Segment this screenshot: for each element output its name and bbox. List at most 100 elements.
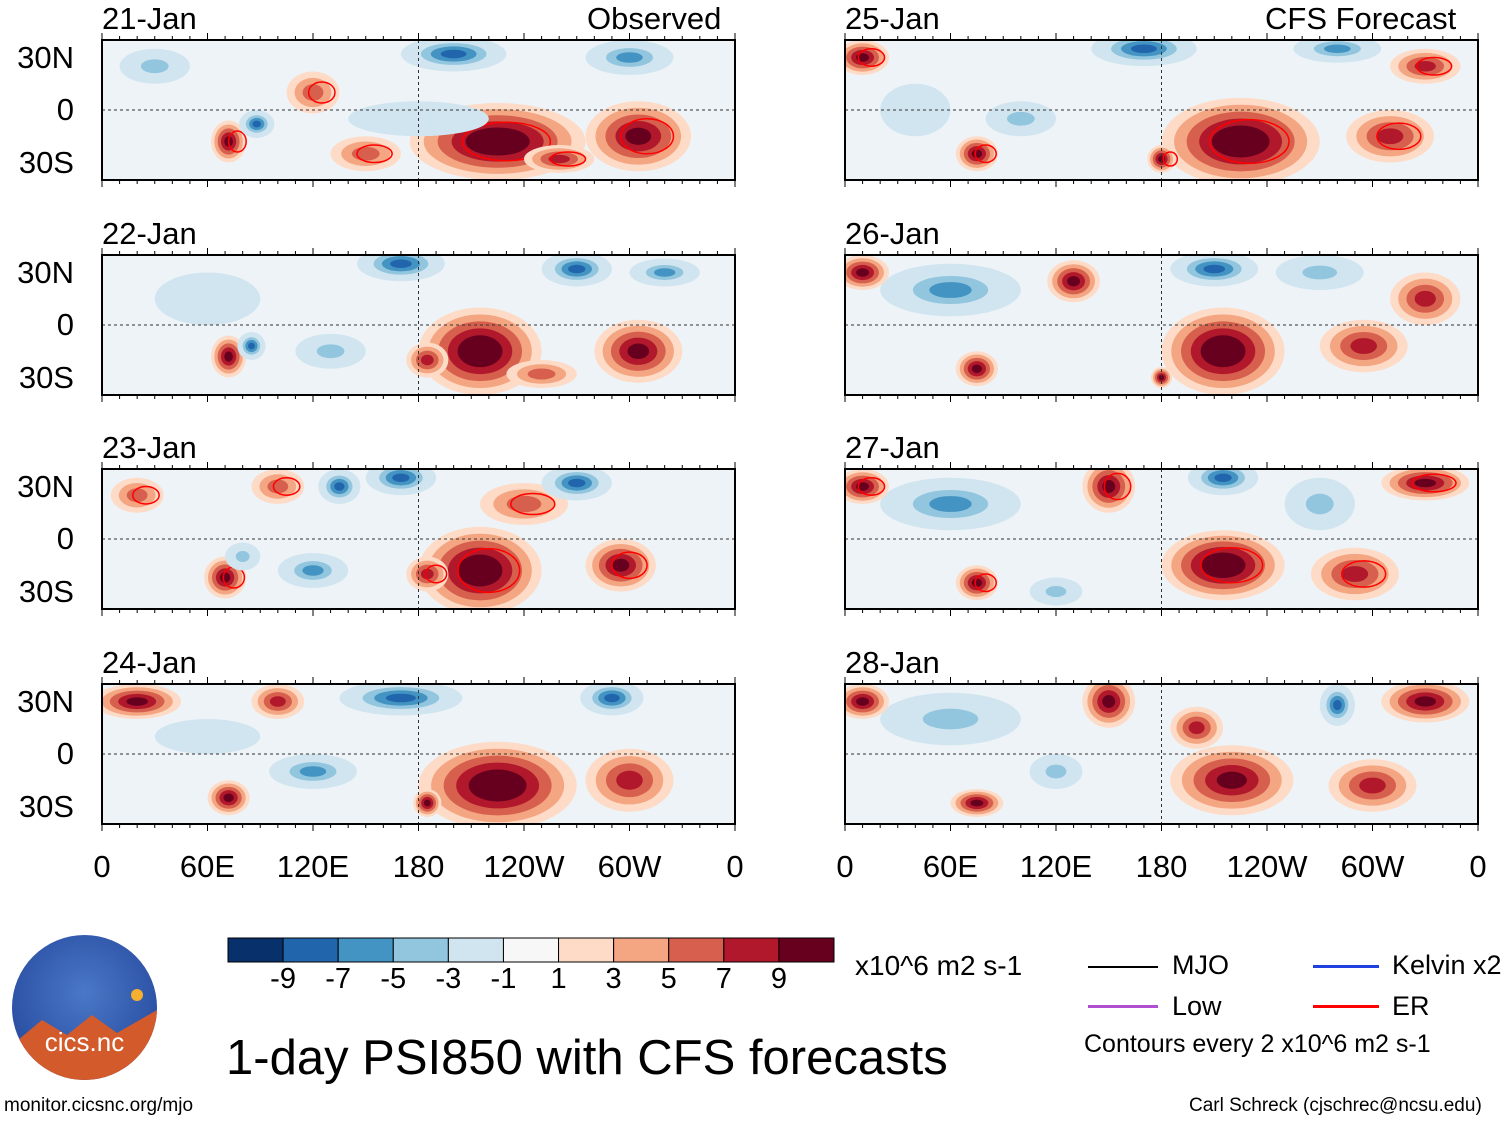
anomaly-contour (1188, 721, 1205, 735)
source-url[interactable]: monitor.cicsnc.org/mjo (4, 1095, 194, 1116)
panel-date: 26-Jan (845, 216, 940, 251)
lon-label: 120E (1019, 849, 1093, 884)
anomaly-contour (269, 696, 286, 707)
anomaly-contour (177, 726, 238, 747)
panel-date: 24-Jan (102, 645, 197, 680)
anomaly-contour (267, 479, 289, 494)
anomaly-contour (654, 268, 676, 277)
lon-label: 120W (1226, 849, 1308, 884)
er-contour (457, 547, 521, 594)
colorbar-label: -5 (380, 963, 407, 995)
lat-label: 30S (18, 788, 74, 824)
colorbar-swatch (227, 937, 284, 963)
anomaly-contour (1216, 771, 1247, 789)
anomaly-contour (971, 578, 983, 588)
anomaly-contour (1341, 566, 1369, 582)
map-panel (101, 677, 736, 831)
anomaly-contour (1414, 696, 1437, 707)
anomaly-contour (616, 52, 643, 63)
lat-label: 30N (17, 254, 74, 290)
lon-label: 60W (597, 849, 662, 884)
legend-er: ER (1392, 991, 1430, 1021)
er-contour (461, 121, 552, 162)
contour-note: Contours every 2 x10^6 m2 s-1 (1084, 1030, 1431, 1058)
anomaly-contour (1045, 585, 1067, 598)
anomaly-contour (1006, 111, 1035, 126)
er-contour (619, 118, 675, 155)
lon-label: 60W (1340, 849, 1405, 884)
anomaly-contour (140, 59, 169, 74)
map-panel (844, 248, 1479, 402)
credit: Carl Schreck (cjschrec@ncsu.edu) (1189, 1095, 1482, 1116)
er-contour (1200, 547, 1264, 584)
map-panel (844, 33, 1479, 187)
colorbar-swatch (778, 937, 835, 963)
anomaly-contour (625, 127, 652, 145)
legend-low: Low (1172, 991, 1222, 1021)
colorbar-label: 7 (715, 963, 732, 995)
anomaly-contour (177, 283, 238, 314)
legend-kelvin: Kelvin x2 (1392, 950, 1502, 980)
er-contour (611, 551, 648, 580)
er-contour (424, 564, 448, 584)
colorbar-swatch (447, 937, 504, 963)
anomaly-contour (224, 351, 233, 362)
anomaly-contour (316, 344, 345, 359)
anomaly-contour (1414, 290, 1436, 307)
panel-date: 23-Jan (102, 430, 197, 465)
panel-date: 27-Jan (845, 430, 940, 465)
lat-label: 0 (56, 307, 74, 342)
anomaly-contour (126, 697, 148, 706)
colorbar-swatch (613, 937, 670, 963)
anomaly-contour (1210, 342, 1236, 361)
anomaly-contour (1359, 777, 1386, 794)
panel-date: 22-Jan (102, 216, 197, 251)
er-contour (1411, 473, 1457, 493)
colorbar-label: 5 (660, 963, 677, 995)
er-contour (1376, 122, 1422, 151)
anomaly-contour (392, 473, 410, 483)
anomaly-contour (506, 495, 542, 513)
anomaly-contour (1214, 473, 1232, 483)
anomaly-contour (1210, 558, 1236, 573)
er-contour (1162, 151, 1179, 167)
colorbar-swatch (502, 937, 560, 963)
anomaly-contour (1414, 60, 1436, 72)
er-contour (307, 81, 336, 104)
colorbar-label: -7 (325, 963, 352, 995)
map-panel (844, 677, 1479, 831)
anomaly-contour (895, 95, 936, 125)
anomaly-contour (1414, 478, 1437, 488)
map-panel (844, 462, 1479, 616)
anomaly-contour (604, 693, 620, 703)
anomaly-contour (351, 146, 380, 161)
anomaly-contour (334, 482, 345, 491)
colorbar-label: 9 (770, 963, 787, 995)
units-label: x10^6 m2 s-1 (855, 950, 1023, 981)
colorbar-swatch (723, 937, 780, 963)
colorbar-label: -1 (490, 963, 517, 995)
anomaly-contour (1376, 128, 1404, 145)
lat-label: 30N (17, 39, 74, 75)
er-contour (272, 477, 301, 496)
er-contour (1209, 118, 1290, 165)
anomaly-contour (420, 354, 434, 366)
er-contour (1103, 472, 1132, 501)
anomaly-contour (390, 259, 412, 269)
anomaly-contour (1130, 44, 1157, 54)
mjo-line (1088, 966, 1158, 968)
er-contour (857, 477, 886, 496)
er-contour (132, 485, 160, 505)
colorbar-swatch (282, 937, 339, 963)
lat-label: 30S (18, 573, 74, 609)
anomaly-contour (1350, 338, 1377, 354)
er-contour (974, 144, 997, 164)
panel-date: 25-Jan (845, 1, 940, 36)
er-contour (549, 151, 587, 167)
anomaly-contour (385, 693, 417, 703)
lon-label: 0 (726, 849, 744, 884)
er-contour (227, 130, 247, 153)
lon-label: 180 (392, 849, 445, 884)
er-contour (1340, 560, 1387, 588)
